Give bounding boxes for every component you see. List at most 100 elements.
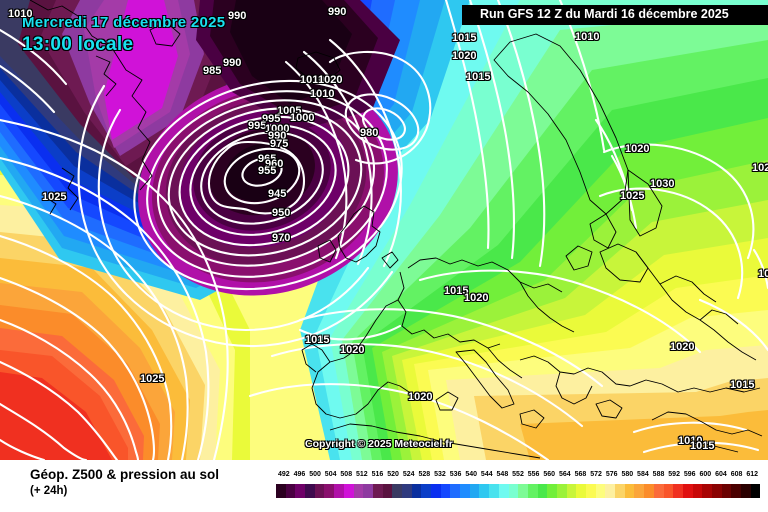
colorbar-swatch [721,484,732,498]
colorbar-swatch [518,484,528,498]
isobar-label: 1020 [452,50,477,62]
colorbar-swatch [440,484,451,498]
colorbar-swatch [634,484,645,498]
colorbar-swatch [576,484,586,498]
isobar-label: 1015 [690,440,715,452]
isobar-label: 1020 [464,292,489,304]
isobar-label: 1010 [8,8,33,20]
chart-caption: Géop. Z500 & pression au sol (+ 24h) [30,467,219,497]
colorbar-swatch [663,484,674,498]
caption-sub: (+ 24h) [30,485,68,497]
colorbar-swatch [644,484,654,498]
colorbar-swatch [392,484,402,498]
colorbar-swatch [566,484,577,498]
colorbar-tick: 564 [558,471,571,478]
colorbar-swatch [324,484,335,498]
colorbar-swatch [343,484,354,498]
isobar-label: 1025 [140,373,165,385]
colorbar-swatch [586,484,596,498]
colorbar-swatch [595,484,606,498]
valid-date-label: Mercredi 17 décembre 2025 [22,14,226,31]
colorbar-swatch [334,484,344,498]
colorbar-tick: 572 [590,471,602,478]
colorbar-swatch [353,484,364,498]
colorbar-tick: 516 [371,471,384,478]
isobar-label: 1010 [310,88,335,100]
colorbar-swatch [692,484,703,498]
colorbar-swatch [702,484,712,498]
colorbar-tick: 508 [340,471,353,478]
isobar-label: 970 [272,232,291,244]
colorbar-tick: 548 [496,471,509,478]
colorbar [276,484,761,498]
colorbar-tick: 552 [512,471,524,478]
colorbar-tick: 592 [668,471,680,478]
caption-main: Géop. Z500 & pression au sol [30,467,220,482]
isobar-label: 1000 [290,112,315,124]
field-band-secondary-lobe [196,0,400,130]
colorbar-tick: 568 [574,471,587,478]
isobar-label: 1005 [277,105,302,117]
colorbar-swatch [460,484,470,498]
colorbar-tick: 584 [637,471,649,478]
colorbar-swatch [382,484,393,498]
isobar-label: 990 [228,10,247,22]
isobar-label: 1015 [444,285,469,297]
isobar-label: 1010 [678,435,703,447]
isobar-label: 1000 [265,123,290,135]
colorbar-tick: 612 [746,471,759,478]
colorbar-tick-labels: 492 496 500 504 508 512 516 520 524 528 532 536 540 5… [276,471,760,483]
isobar-label: 955 [258,165,277,177]
isobar-label: 1015 [452,32,477,44]
isobar-label: 990 [268,130,287,142]
isobar-label: 1020 [318,74,343,86]
colorbar-swatch [363,484,373,498]
colorbar-tick: 540 [465,471,477,478]
colorbar-tick: 556 [527,471,540,478]
colorbar-swatch [624,484,635,498]
colorbar-swatch [431,484,441,498]
isobar-label: 990 [223,57,242,69]
colorbar-swatch [731,484,741,498]
colorbar-tick: 604 [715,471,727,478]
isobar-label: 1025 [758,268,768,280]
colorbar-swatch [527,484,538,498]
isobar-label: 1025 [620,190,645,202]
colorbar-swatch [479,484,490,498]
colorbar-swatch [653,484,664,498]
colorbar-swatch [411,484,422,498]
colorbar-swatch [508,484,519,498]
colorbar-swatch [489,484,499,498]
colorbar-tick: 608 [730,471,743,478]
coastlines [29,0,763,459]
isobar-label: 1015 [730,379,755,391]
colorbar-tick: 512 [356,471,368,478]
colorbar-swatch [469,484,480,498]
isobar-label: 1020 [408,391,433,403]
colorbar-swatch [615,484,625,498]
colorbar-swatch [556,484,567,498]
colorbar-tick: 596 [683,471,696,478]
colorbar-swatch [372,484,383,498]
colorbar-swatch [295,484,306,498]
isobar-label: 1030 [650,178,675,190]
isobar-label: 1025 [42,191,67,203]
colorbar-tick: 532 [434,471,446,478]
colorbar-swatch [605,484,616,498]
colorbar-swatch [673,484,683,498]
colorbar-swatch [498,484,509,498]
colorbar-swatch [421,484,431,498]
map-canvas[interactable]: Mercredi 17 décembre 2025 13:00 locale R… [0,0,768,460]
copyright-label: Copyright © 2025 Meteociel.fr [305,438,453,450]
colorbar-tick: 504 [324,471,337,478]
colorbar-tick: 524 [402,471,415,478]
pressure-isobars [0,0,768,460]
colorbar-tick: 500 [309,471,321,478]
isobar-label: 965 [258,153,277,165]
colorbar-tick: 544 [480,471,493,478]
isobar-label: 995 [248,120,267,132]
colorbar-tick: 492 [277,471,290,478]
isobar-label: 985 [203,65,222,77]
colorbar-tick: 536 [449,471,462,478]
isobar-label: 945 [268,188,287,200]
